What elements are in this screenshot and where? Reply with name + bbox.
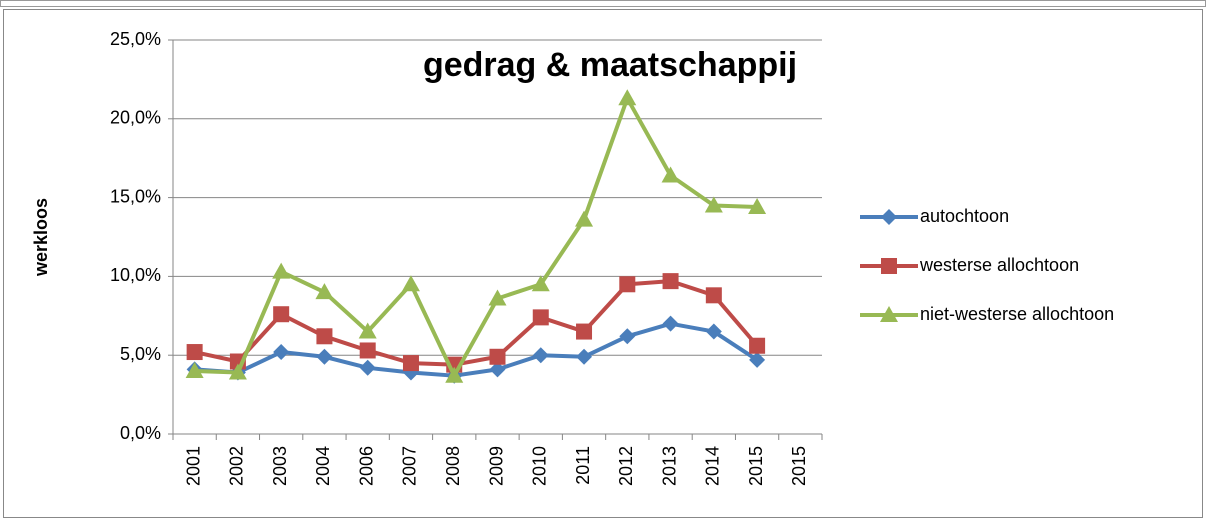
legend-label: niet-westerse allochtoon	[920, 304, 1114, 324]
chart-frame	[3, 9, 1203, 518]
marker-diamond	[662, 315, 679, 332]
x-tick-label: 2003	[270, 446, 290, 486]
marker-square	[273, 306, 290, 323]
marker-diamond	[576, 348, 593, 365]
y-tick-label: 25,0%	[110, 29, 161, 49]
legend-label: autochtoon	[920, 206, 1009, 226]
series-line	[194, 96, 758, 378]
marker-square	[359, 342, 376, 359]
marker-square	[619, 276, 636, 293]
x-tick-label: 2013	[659, 446, 679, 486]
marker-triangle	[445, 366, 464, 383]
x-tick-label: 2014	[703, 446, 723, 486]
marker-square	[186, 344, 203, 361]
x-tick-label: 2004	[313, 446, 333, 486]
marker-diamond	[273, 344, 290, 361]
marker-triangle	[661, 166, 680, 183]
marker-square	[705, 287, 722, 304]
marker-triangle	[228, 363, 247, 380]
marker-square	[576, 323, 593, 340]
x-tick-label: 2001	[183, 446, 203, 486]
marker-square	[402, 355, 419, 372]
marker-diamond	[359, 359, 376, 376]
marker-triangle	[704, 196, 723, 213]
x-tick-label: 2011	[573, 446, 593, 485]
marker-diamond	[881, 209, 897, 225]
marker-triangle	[880, 306, 898, 322]
x-tick-label: 2009	[486, 446, 506, 486]
y-tick-label: 15,0%	[110, 186, 161, 206]
marker-triangle	[575, 210, 594, 227]
marker-square	[749, 337, 766, 354]
marker-triangle	[531, 275, 550, 292]
x-tick-label: 2006	[356, 446, 376, 486]
x-tick-label: 2015	[746, 446, 766, 486]
chart-title: gedrag & maatschappij	[423, 46, 797, 84]
marker-square	[532, 309, 549, 326]
x-tick-label: 2015	[789, 446, 809, 486]
x-tick-label: 2002	[227, 446, 247, 486]
marker-triangle	[618, 89, 637, 106]
y-tick-label: 10,0%	[110, 265, 161, 285]
marker-triangle	[272, 262, 291, 279]
y-tick-label: 5,0%	[120, 344, 161, 364]
marker-square	[489, 348, 506, 365]
marker-diamond	[705, 323, 722, 340]
y-axis-label: werkloos	[31, 198, 51, 277]
marker-triangle	[401, 275, 420, 292]
x-tick-label: 2008	[443, 446, 463, 486]
marker-triangle	[488, 289, 507, 306]
marker-triangle	[185, 361, 204, 378]
y-tick-label: 20,0%	[110, 108, 161, 128]
x-tick-label: 2012	[616, 446, 636, 486]
marker-triangle	[358, 322, 377, 339]
marker-triangle	[748, 198, 767, 215]
marker-triangle	[315, 283, 334, 300]
window-edge	[0, 0, 1206, 7]
marker-diamond	[316, 348, 333, 365]
marker-diamond	[619, 328, 636, 345]
y-tick-label: 0,0%	[120, 423, 161, 443]
marker-square	[662, 273, 679, 290]
marker-square	[881, 258, 897, 274]
marker-diamond	[532, 347, 549, 364]
marker-square	[316, 328, 333, 345]
x-tick-label: 2010	[530, 446, 550, 486]
marker-diamond	[749, 351, 766, 368]
legend-label: westerse allochtoon	[919, 255, 1079, 275]
marker-diamond	[489, 361, 506, 378]
x-tick-label: 2007	[400, 446, 420, 486]
